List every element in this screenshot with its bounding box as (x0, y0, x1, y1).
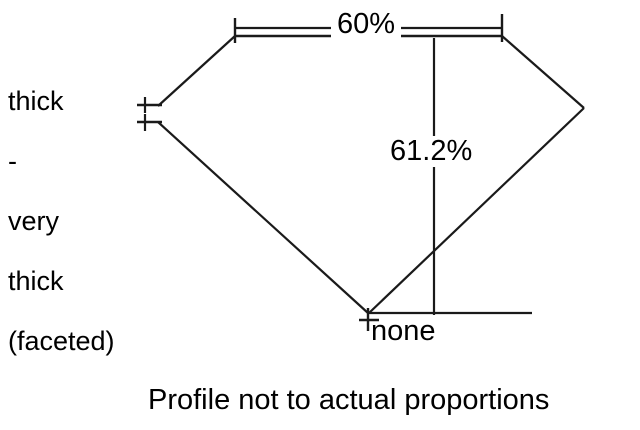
crown-outline (157, 35, 585, 109)
girdle-label-line-5: (faceted) (8, 326, 115, 356)
girdle-label-line-4: thick (8, 266, 64, 296)
girdle-thickness-label: thick - very thick (faceted) (8, 56, 115, 386)
table-percent-label: 60% (331, 10, 402, 39)
girdle-thickness-marker (137, 97, 162, 131)
diagram-caption: Profile not to actual proportions (148, 384, 550, 416)
girdle-label-line-2: - (8, 146, 17, 176)
culet-label: none (371, 315, 436, 347)
girdle-label-line-1: thick (8, 86, 64, 116)
pavilion-outline (157, 107, 585, 314)
girdle-label-line-3: very (8, 206, 60, 236)
total-depth-percent-label: 61.2% (387, 136, 476, 167)
culet-point-marker (359, 308, 379, 331)
